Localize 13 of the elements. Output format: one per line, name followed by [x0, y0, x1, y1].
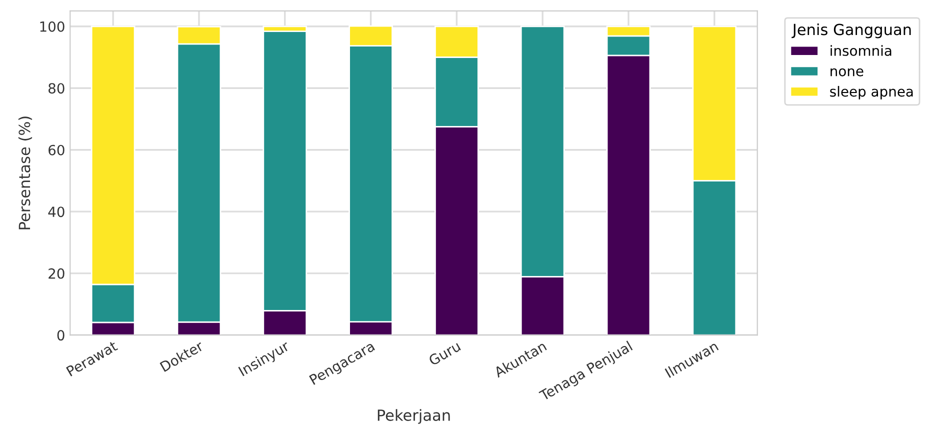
y-tick-label: 100	[40, 21, 64, 32]
y-tick-label: 0	[57, 330, 64, 341]
legend-label: sleep apnea	[830, 86, 913, 100]
legend-label: none	[830, 68, 864, 76]
y-tick-label: 80	[48, 83, 64, 94]
x-tick-label: Guru	[428, 340, 461, 366]
x-axis-title: Pekerjaan	[378, 409, 450, 424]
y-tick-label: 60	[48, 144, 64, 156]
y-axis-title: Persentase (%)	[18, 116, 32, 230]
legend-label: insomnia	[830, 45, 892, 56]
y-tick-label: 20	[48, 268, 64, 279]
y-tick-label: 40	[48, 206, 64, 218]
legend-title: Jenis Gangguan	[792, 23, 911, 38]
